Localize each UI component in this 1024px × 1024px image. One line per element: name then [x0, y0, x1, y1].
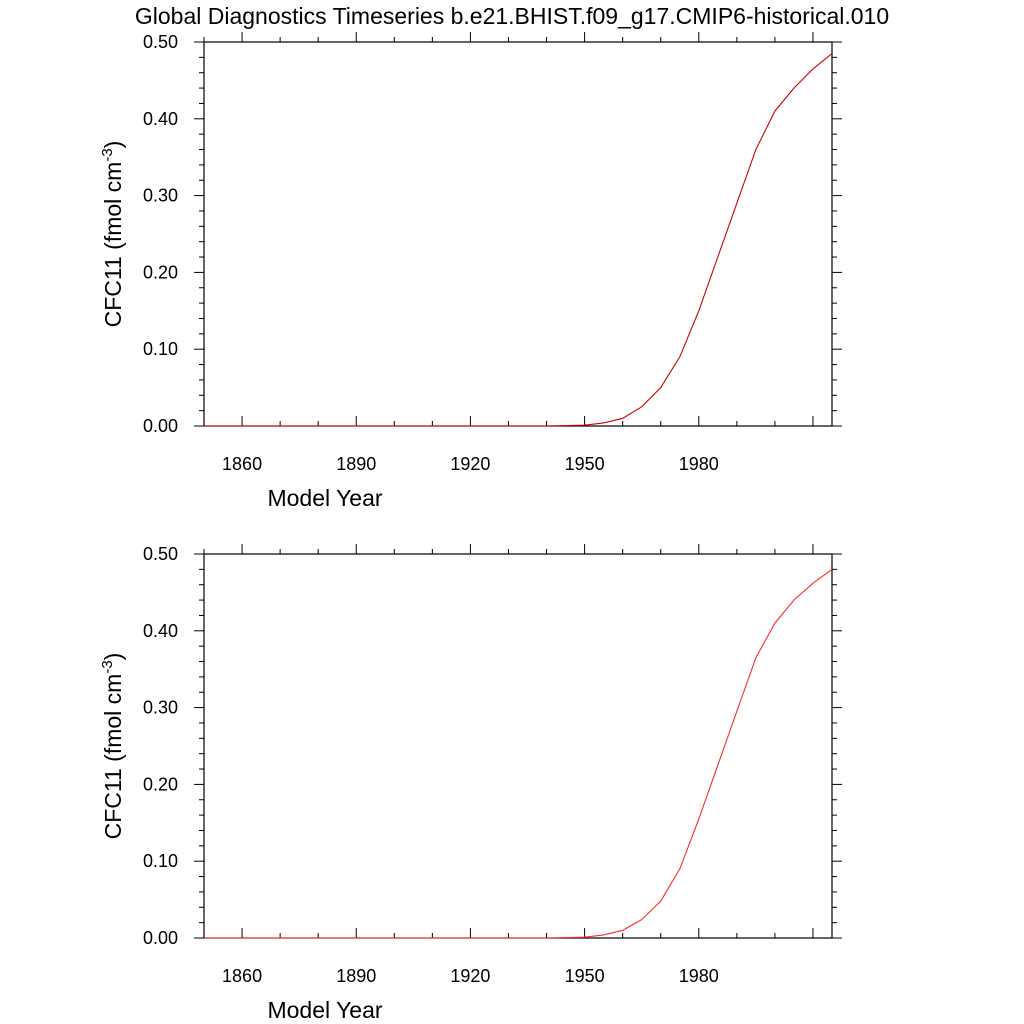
y-tick-label: 0.50 — [143, 32, 178, 52]
plot-frame — [203, 553, 833, 939]
y-axis-label-close: ) — [100, 141, 126, 149]
y-tick-label: 0.10 — [143, 851, 178, 871]
series-line — [204, 53, 833, 427]
x-tick-label: 1860 — [222, 966, 262, 986]
y-tick-label: 0.20 — [143, 262, 178, 282]
y-axis-label: CFC11 (fmol cm-3) — [99, 653, 126, 840]
y-tick-label: 0.10 — [143, 339, 178, 359]
x-tick-label: 1980 — [679, 966, 719, 986]
x-tick-label: 1980 — [679, 454, 719, 474]
x-tick-label: 1950 — [565, 454, 605, 474]
y-axis-label-superscript: -3 — [99, 660, 116, 673]
y-axis-label: CFC11 (fmol cm-3) — [99, 141, 126, 328]
y-tick-label: 0.20 — [143, 774, 178, 794]
chart-panel-top: 1860 1890 1920 1950 1980 0.00 0.10 0.20 0.30 0.40… — [99, 32, 842, 511]
y-tick-label: 0.50 — [143, 544, 178, 564]
chart-panel-bottom: 1860 1890 1920 1950 1980 0.00 0.10 0.20 0.30 0.40… — [99, 544, 842, 1023]
y-tick-label: 0.00 — [143, 416, 178, 436]
y-tick-label: 0.30 — [143, 698, 178, 718]
y-tick-label: 0.40 — [143, 621, 178, 641]
x-axis-label: Model Year — [267, 997, 382, 1023]
x-tick-label: 1860 — [222, 454, 262, 474]
x-tick-label: 1920 — [450, 454, 490, 474]
x-tick-label: 1890 — [336, 966, 376, 986]
y-tick-label: 0.30 — [143, 186, 178, 206]
y-axis-label-main: CFC11 (fmol cm — [100, 162, 126, 328]
y-axis-label-main: CFC11 (fmol cm — [100, 674, 126, 840]
figure-title: Global Diagnostics Timeseries b.e21.BHIS… — [135, 3, 889, 29]
x-tick-label: 1920 — [450, 966, 490, 986]
y-tick-label: 0.00 — [143, 928, 178, 948]
y-axis-label-close: ) — [100, 653, 126, 661]
x-tick-label: 1950 — [565, 966, 605, 986]
x-tick-label: 1890 — [336, 454, 376, 474]
plot-frame — [203, 41, 833, 427]
y-axis-label-superscript: -3 — [99, 148, 116, 161]
y-tick-label: 0.40 — [143, 109, 178, 129]
series-line — [204, 568, 833, 939]
x-axis-label: Model Year — [267, 485, 382, 511]
